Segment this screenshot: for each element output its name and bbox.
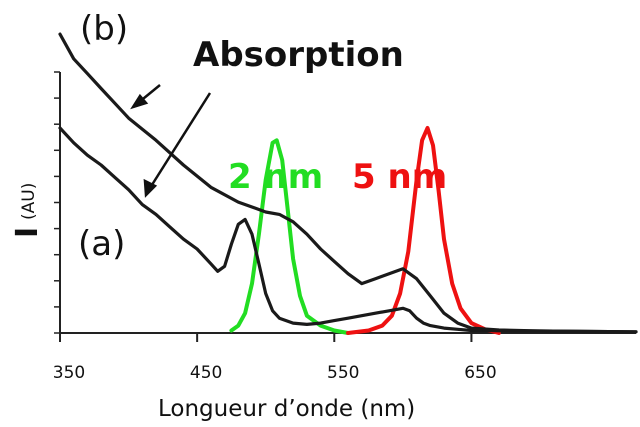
absorption-annotation: Absorption	[193, 35, 404, 75]
x-tick-label: 650	[464, 363, 496, 383]
x-axis-ticks: 350 450 550 650	[53, 333, 497, 383]
series-line-absorption-0	[60, 128, 636, 332]
peak-label-5nm: 5 nm	[352, 157, 447, 197]
x-tick-label: 550	[327, 363, 359, 383]
x-axis-title: Longueur d’onde (nm)	[158, 396, 415, 422]
series-label-a: (a)	[78, 224, 125, 264]
series-label-b: (b)	[80, 9, 128, 49]
y-axis-label-unit: (AU)	[19, 183, 39, 220]
x-tick-label: 450	[190, 363, 222, 383]
y-axis-label-main: I	[10, 227, 45, 238]
arrow-to-curve-a	[150, 93, 210, 188]
peak-label-2nm: 2 nm	[228, 157, 323, 197]
y-axis-label: I (AU)	[10, 183, 45, 238]
x-tick-label: 350	[53, 363, 85, 383]
